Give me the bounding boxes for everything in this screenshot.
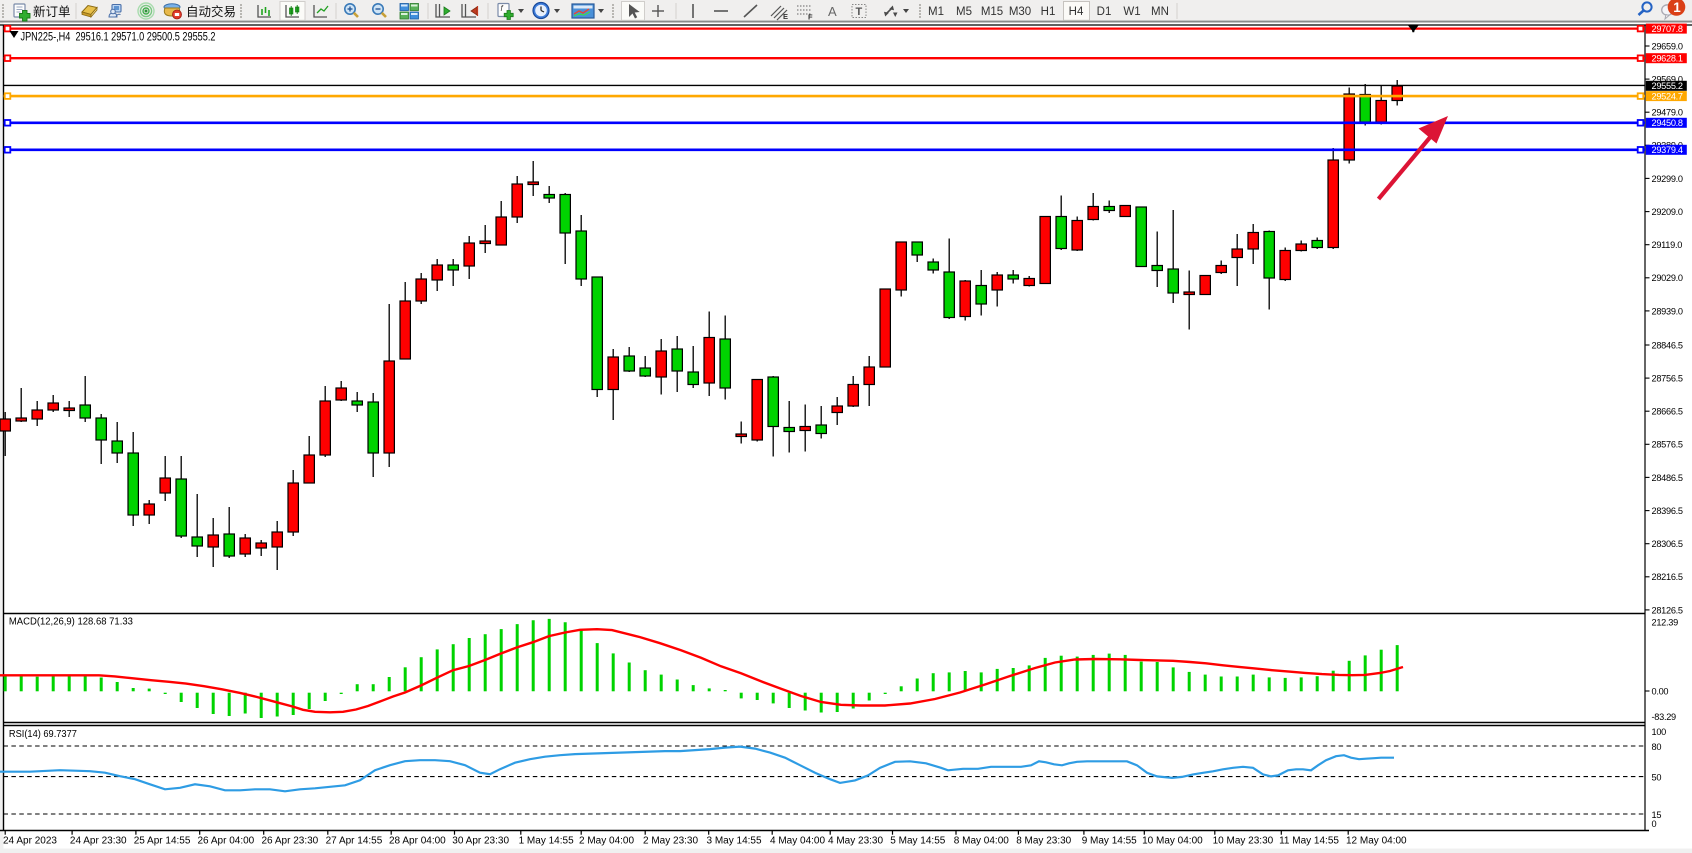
svg-text:H1: H1 (1041, 6, 1056, 18)
svg-text:0.00: 0.00 (1652, 686, 1669, 696)
svg-text:M15: M15 (981, 6, 1003, 18)
svg-text:H4: H4 (1069, 6, 1084, 18)
svg-text:28576.5: 28576.5 (1652, 440, 1683, 450)
svg-text:自动交易: 自动交易 (186, 4, 236, 19)
svg-text:29707.8: 29707.8 (1652, 24, 1683, 34)
svg-text:50: 50 (1652, 772, 1662, 782)
svg-text:24 Apr 2023: 24 Apr 2023 (3, 836, 57, 847)
svg-text:9 May 14:55: 9 May 14:55 (1082, 836, 1137, 847)
svg-text:29569.0: 29569.0 (1652, 75, 1683, 85)
svg-text:8 May 04:00: 8 May 04:00 (954, 836, 1009, 847)
svg-text:A: A (828, 4, 837, 19)
svg-text:29379.4: 29379.4 (1652, 145, 1683, 155)
svg-text:1 May 14:55: 1 May 14:55 (519, 836, 574, 847)
svg-text:3 May 14:55: 3 May 14:55 (707, 836, 762, 847)
svg-text:24 Apr 23:30: 24 Apr 23:30 (70, 836, 127, 847)
svg-text:-83.29: -83.29 (1652, 712, 1677, 722)
svg-text:D1: D1 (1097, 6, 1112, 18)
svg-text:W1: W1 (1123, 6, 1140, 18)
svg-text:29555.2: 29555.2 (1652, 81, 1683, 91)
svg-text:100: 100 (1652, 727, 1667, 737)
svg-text:28126.5: 28126.5 (1652, 605, 1683, 615)
svg-text:4 May 04:00: 4 May 04:00 (770, 836, 825, 847)
svg-text:29029.0: 29029.0 (1652, 273, 1683, 283)
svg-text:80: 80 (1652, 742, 1662, 752)
svg-text:28 Apr 04:00: 28 Apr 04:00 (389, 836, 446, 847)
svg-text:29524.7: 29524.7 (1652, 92, 1683, 102)
svg-text:MACD(12,26,9) 128.68 71.33: MACD(12,26,9) 128.68 71.33 (9, 617, 134, 628)
svg-text:28216.5: 28216.5 (1652, 572, 1683, 582)
svg-text:8 May 23:30: 8 May 23:30 (1016, 836, 1071, 847)
svg-text:JPN225-,H4 29516.1 29571.0 29: JPN225-,H4 29516.1 29571.0 29500.5 29555… (21, 32, 216, 44)
svg-text:29209.0: 29209.0 (1652, 207, 1683, 217)
svg-text:28939.0: 28939.0 (1652, 306, 1683, 316)
svg-text:28396.5: 28396.5 (1652, 506, 1683, 516)
svg-text:M30: M30 (1009, 6, 1031, 18)
svg-text:5 May 14:55: 5 May 14:55 (890, 836, 945, 847)
svg-text:29119.0: 29119.0 (1652, 240, 1683, 250)
svg-text:f: f (501, 4, 504, 13)
svg-text:MN: MN (1151, 6, 1169, 18)
svg-text:10 May 04:00: 10 May 04:00 (1142, 836, 1203, 847)
svg-text:15: 15 (1652, 810, 1662, 820)
svg-text:29659.0: 29659.0 (1652, 41, 1683, 51)
svg-text:T: T (856, 6, 863, 18)
svg-text:28756.5: 28756.5 (1652, 374, 1683, 384)
svg-text:26 Apr 23:30: 26 Apr 23:30 (262, 836, 319, 847)
svg-text:12 May 04:00: 12 May 04:00 (1346, 836, 1407, 847)
svg-text:M5: M5 (956, 6, 972, 18)
svg-text:新订单: 新订单 (33, 4, 71, 19)
svg-text:28486.5: 28486.5 (1652, 473, 1683, 483)
svg-text:E: E (783, 12, 788, 21)
svg-text:29299.0: 29299.0 (1652, 174, 1683, 184)
svg-text:10 May 23:30: 10 May 23:30 (1213, 836, 1274, 847)
svg-text:1: 1 (1673, 0, 1681, 15)
svg-text:29628.1: 29628.1 (1652, 54, 1683, 64)
svg-text:4 May 23:30: 4 May 23:30 (828, 836, 883, 847)
svg-text:28306.5: 28306.5 (1652, 539, 1683, 549)
svg-text:28666.5: 28666.5 (1652, 407, 1683, 417)
svg-text:25 Apr 14:55: 25 Apr 14:55 (134, 836, 191, 847)
svg-text:29450.8: 29450.8 (1652, 118, 1683, 128)
svg-text:26 Apr 04:00: 26 Apr 04:00 (198, 836, 255, 847)
svg-text:RSI(14) 69.7377: RSI(14) 69.7377 (9, 729, 77, 740)
svg-text:27 Apr 14:55: 27 Apr 14:55 (326, 836, 383, 847)
svg-text:0: 0 (1652, 819, 1657, 829)
svg-text:F: F (808, 13, 813, 22)
svg-text:212.39: 212.39 (1652, 618, 1679, 628)
svg-text:2 May 04:00: 2 May 04:00 (579, 836, 634, 847)
svg-text:2 May 23:30: 2 May 23:30 (643, 836, 698, 847)
svg-text:M1: M1 (928, 6, 944, 18)
svg-text:11 May 14:55: 11 May 14:55 (1279, 836, 1339, 847)
svg-text:28846.5: 28846.5 (1652, 340, 1683, 350)
svg-text:30 Apr 23:30: 30 Apr 23:30 (452, 836, 509, 847)
svg-text:29479.0: 29479.0 (1652, 108, 1683, 118)
